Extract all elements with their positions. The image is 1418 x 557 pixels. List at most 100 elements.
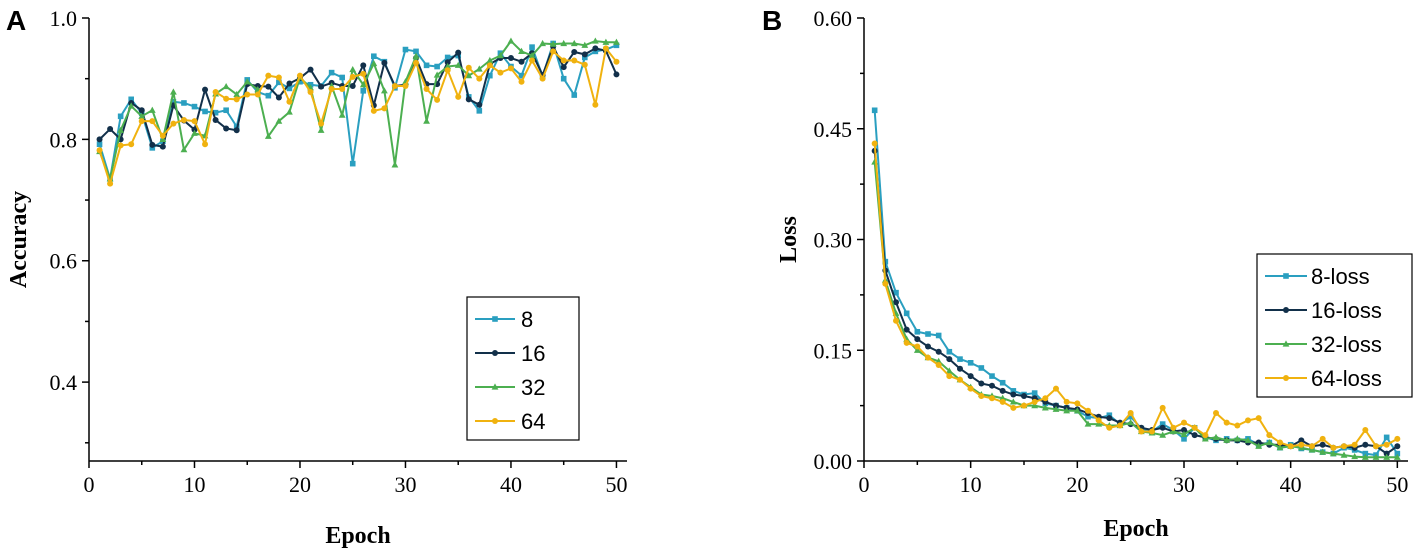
panel-b-data-point: [914, 343, 921, 350]
panel-b-data-point: [1277, 439, 1283, 446]
panel-a-legend: 8 16 32 64: [466, 296, 580, 441]
panel-a-data-point: [581, 41, 589, 48]
panel-a-data-point: [550, 48, 557, 55]
panel-b-data-point: [1063, 407, 1071, 414]
panel-b-data-point: [967, 373, 974, 380]
panel-a-data-point: [371, 53, 377, 60]
panel-a-data-point: [191, 126, 198, 133]
panel-a-data-point: [265, 72, 272, 79]
panel-a-data-point: [518, 78, 525, 85]
panel-a-data-point: [528, 52, 536, 59]
panel-b-data-point: [1255, 442, 1263, 449]
panel-b-data-point: [1223, 419, 1230, 426]
panel-b-y-tick-label: 0.15: [814, 338, 853, 363]
panel-b-data-point: [1319, 441, 1326, 448]
panel-a-data-point: [286, 80, 293, 87]
panel-a-data-point: [381, 105, 388, 112]
panel-a-series-32: [96, 37, 620, 182]
panel-b-data-point: [1394, 435, 1401, 442]
panel-b-data-point: [967, 385, 974, 392]
panel-b-data-point: [1265, 438, 1273, 446]
panel-a-data-point: [318, 120, 325, 127]
panel-a-data-point: [96, 147, 103, 154]
panel-b-data-point: [935, 357, 943, 364]
panel-b-data-point: [1233, 435, 1241, 442]
panel-b-data-point: [1394, 443, 1401, 450]
panel-a-data-point: [476, 75, 483, 82]
panel-a-data-point: [159, 132, 166, 139]
panel-b-data-point: [1073, 407, 1081, 414]
panel-a-data-point: [191, 103, 198, 110]
panel-b-data-point: [1159, 421, 1166, 427]
panel-a-data-point: [328, 69, 335, 76]
panel-b-data-point: [1383, 453, 1391, 460]
panel-b-data-point: [946, 348, 953, 355]
panel-a-data-point: [338, 111, 346, 118]
panel-b-data-point: [1127, 413, 1134, 420]
panel-b-plot-area: 0 10 20 30 40 50 0.00 0.15 0.30 0.45 0.60 Epoch Loss…: [776, 6, 1413, 542]
panel-a-data-point: [233, 127, 240, 134]
panel-a-data-point: [613, 71, 620, 78]
panel-b-data-point: [1159, 431, 1167, 438]
panel-b-data-point: [999, 387, 1006, 394]
panel-a-data-point: [275, 74, 282, 81]
panel-a-data-point: [328, 86, 335, 93]
panel-a-data-point: [476, 108, 483, 114]
panel-a-data-point: [571, 92, 578, 98]
panel-a-data-point: [202, 86, 209, 93]
panel-b-data-point: [999, 398, 1006, 405]
panel-b-y-tick-label: 0.60: [814, 6, 853, 31]
panel-a-data-point: [359, 81, 367, 88]
panel-a-data-point: [444, 54, 451, 61]
panel-a-data-point: [402, 46, 409, 53]
panel-a-data-point: [455, 49, 462, 56]
panel-a-data-point: [444, 62, 452, 70]
panel-b-data-point: [893, 317, 899, 324]
panel-a-data-point: [581, 61, 588, 68]
panel-b-data-point: [1393, 453, 1401, 460]
panel-b-data-point: [1191, 432, 1198, 439]
panel-b-data-point: [1287, 443, 1294, 450]
panel-a-data-point: [486, 62, 493, 69]
panel-a-data-point: [149, 118, 156, 125]
panel-a-x-axis-title: Epoch: [325, 523, 390, 549]
panel-a-data-point: [487, 72, 493, 79]
panel-b-data-point: [1085, 407, 1091, 414]
panel-a-data-point: [307, 66, 314, 73]
panel-b-data-point: [978, 393, 985, 400]
panel-a-data-point: [254, 91, 261, 98]
panel-b-data-point: [989, 382, 995, 389]
panel-a-data-point: [370, 107, 377, 114]
panel-a-data-point: [402, 82, 409, 89]
panel-b-data-point: [999, 379, 1006, 386]
panel-b-legend-item: 16-loss: [1265, 298, 1382, 323]
panel-a-legend-label: 8: [521, 307, 533, 332]
panel-b-legend: 8-loss 16-loss 32-loss 64-loss: [1256, 253, 1413, 398]
panel-a-x-tick-label: 10: [183, 472, 205, 497]
panel-b-data-point: [1085, 413, 1091, 420]
panel-a-x-tick-label: 20: [289, 472, 311, 497]
panel-b-data-point: [1138, 428, 1145, 435]
panel-b-legend-marker: [1283, 273, 1289, 279]
panel-b-data-point: [1181, 436, 1187, 442]
panel-b-data-point: [945, 367, 953, 374]
panel-b-data-point: [1169, 427, 1177, 435]
panel-b-data-point: [1106, 415, 1113, 422]
panel-a-data-point: [539, 75, 546, 82]
panel-a-data-point: [297, 78, 303, 85]
panel-a-data-point: [423, 117, 430, 124]
panel-a-data-point: [276, 79, 282, 86]
panel-b-data-point: [1009, 398, 1017, 405]
panel-b-data-point: [1021, 393, 1027, 400]
panel-a-legend-label: 64: [521, 409, 545, 434]
panel-a-data-point: [434, 96, 441, 103]
panel-b-data-point: [1255, 415, 1262, 422]
panel-b-y-tick-label: 0.45: [814, 117, 853, 142]
panel-a-x-tick-label: 40: [500, 472, 522, 497]
panel-b-data-point: [1010, 388, 1017, 394]
panel-b-data-point: [1201, 435, 1209, 442]
panel-b-data-point: [1361, 453, 1369, 460]
panel-a-data-point: [159, 135, 167, 142]
panel-a-data-point: [149, 145, 156, 151]
